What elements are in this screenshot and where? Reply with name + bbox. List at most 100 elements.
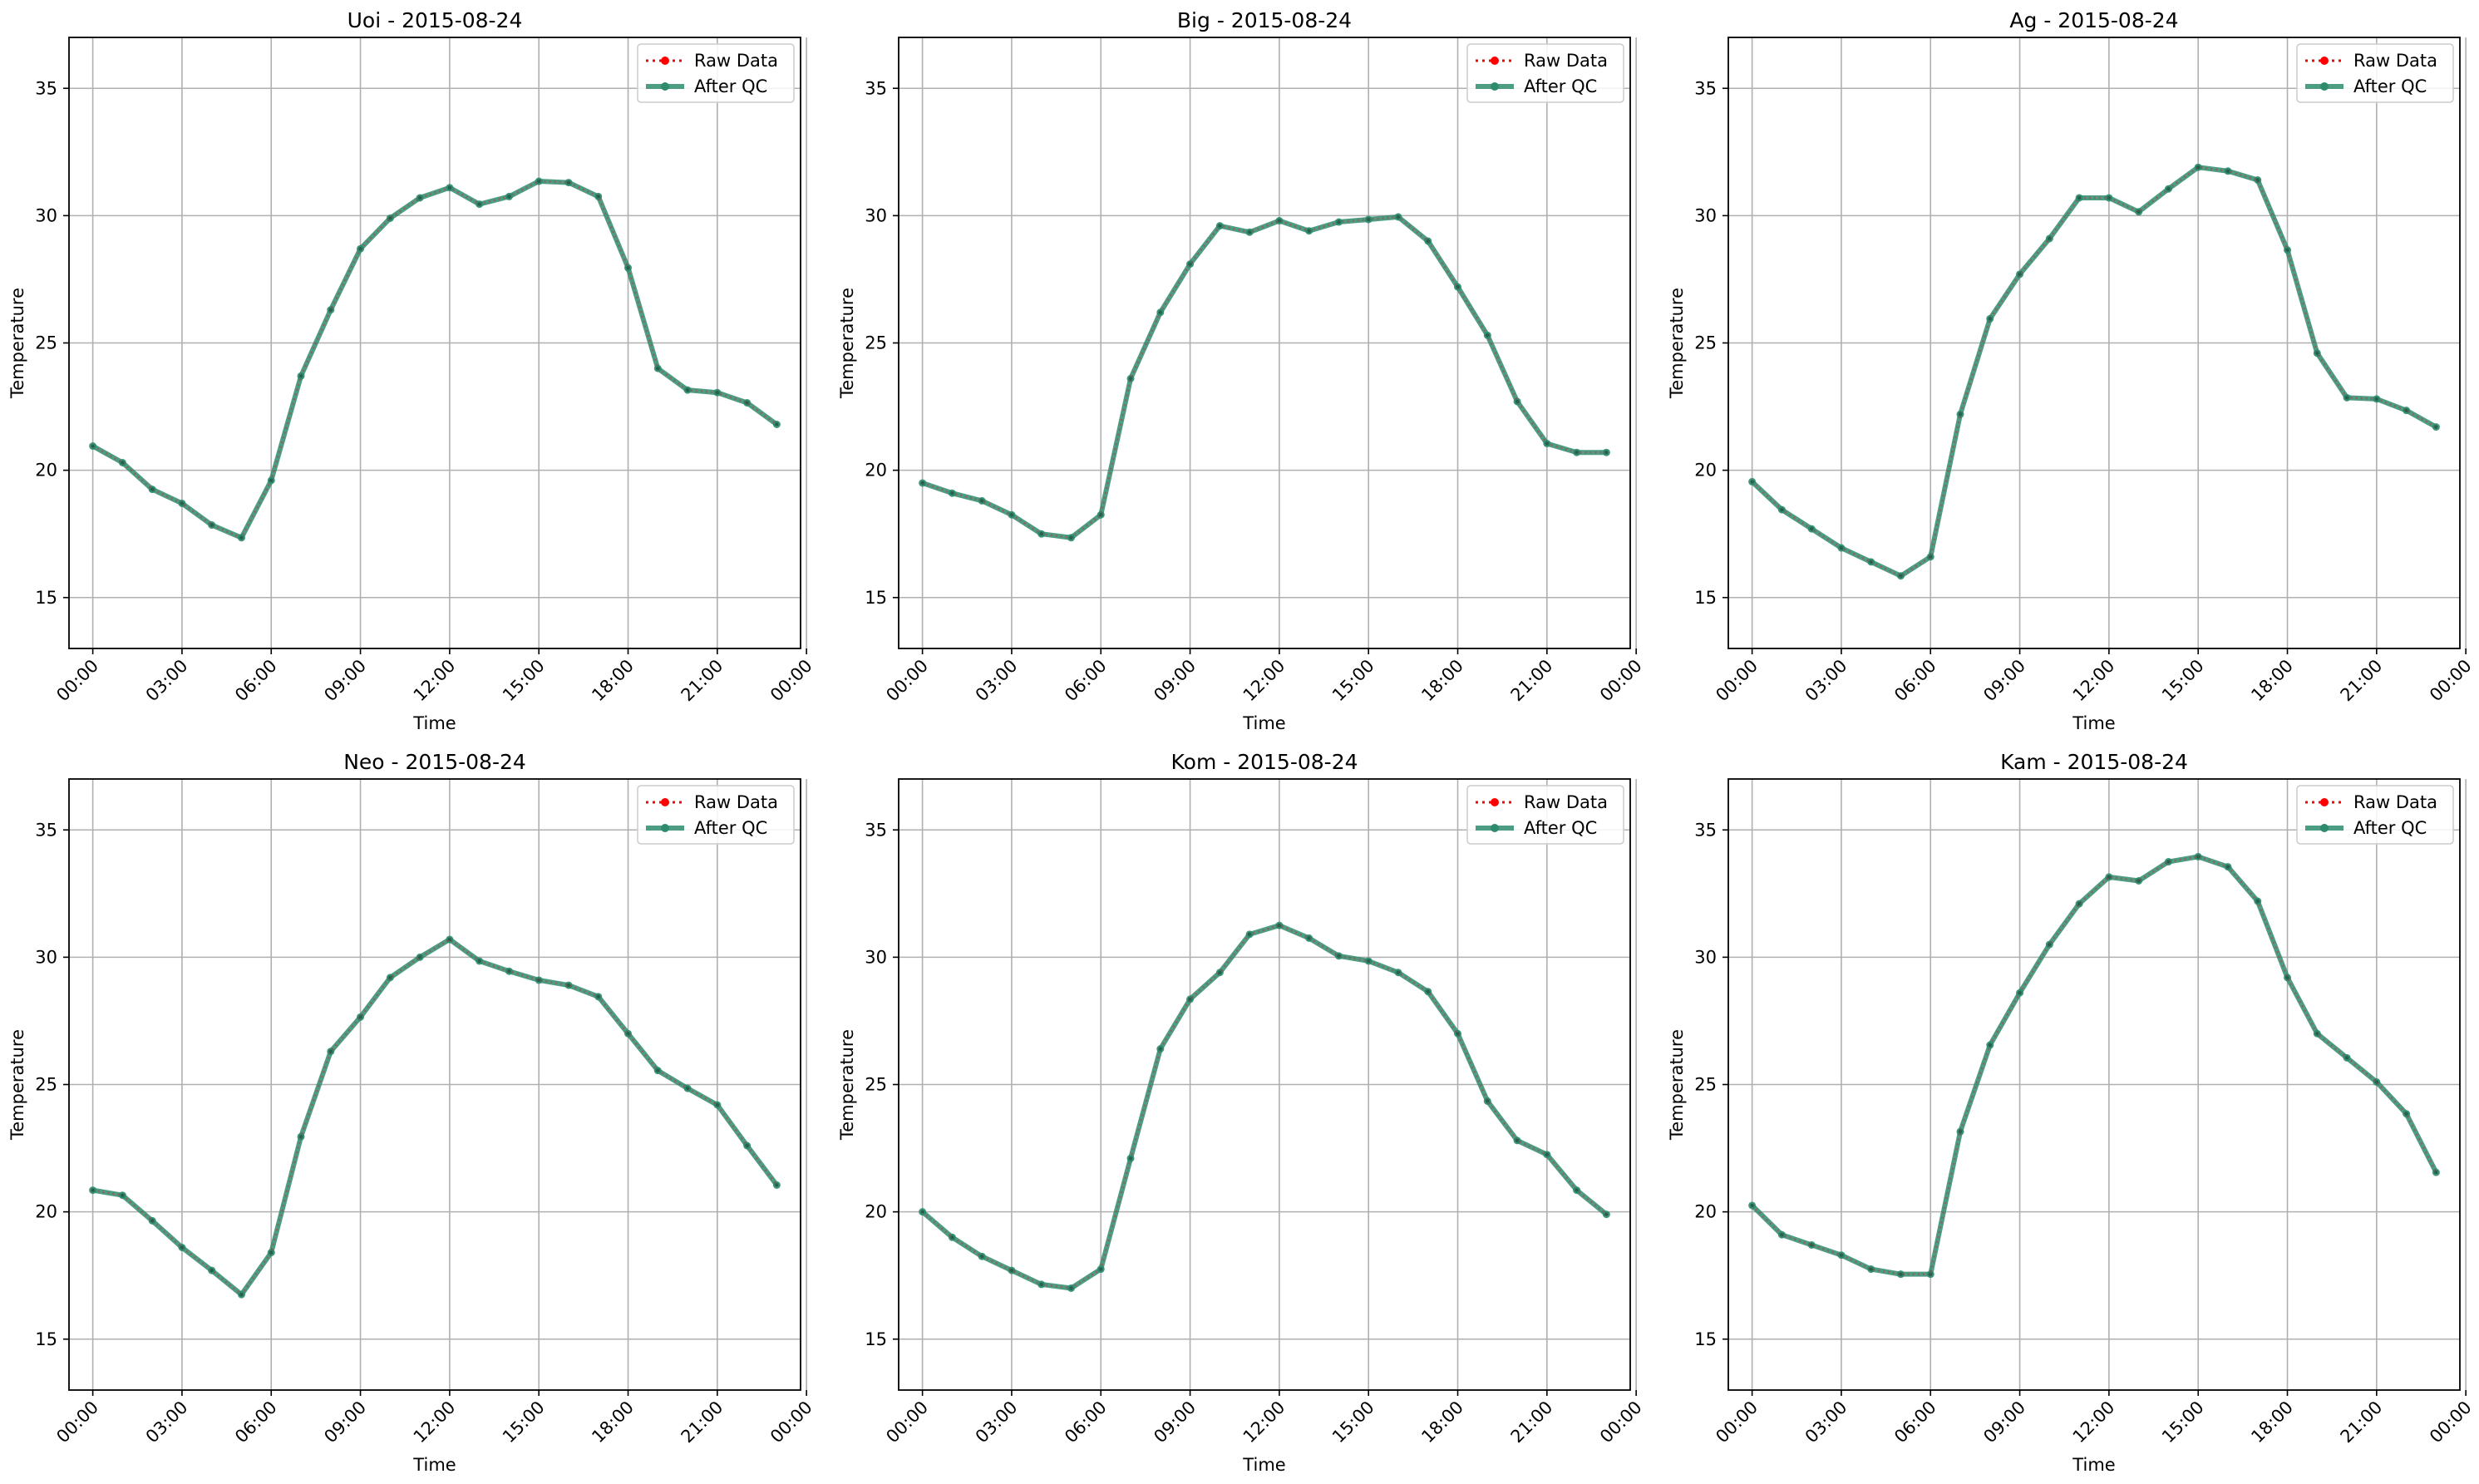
subplot: 15 20 25 30 35 00:00 03:00 06:00 09:00 12:00 15:00… (837, 8, 1646, 733)
point-raw-data (1426, 989, 1430, 993)
point-raw-data (2285, 975, 2289, 980)
point-raw-data (358, 1015, 362, 1019)
point-raw-data (417, 955, 422, 959)
point-raw-data (950, 491, 954, 495)
point-raw-data (596, 994, 600, 999)
point-raw-data (566, 983, 571, 988)
point-raw-data (121, 1193, 125, 1197)
point-raw-data (1099, 513, 1103, 517)
point-raw-data (91, 444, 95, 448)
point-raw-data (388, 216, 392, 220)
point-raw-data (1396, 970, 1401, 974)
y-tick-label: 20 (865, 461, 887, 481)
x-tick-label: 03:00 (142, 656, 192, 706)
series-line-after-qc (92, 936, 779, 1298)
point-raw-data (2018, 991, 2022, 995)
x-tick-label: 00:00 (1712, 1398, 1762, 1447)
y-tick-label: 30 (865, 947, 887, 967)
x-tick-label: 18:00 (1417, 1398, 1467, 1447)
point-raw-data (1337, 219, 1341, 224)
legend-marker-after-qc (1491, 824, 1499, 832)
x-tick-label: 21:00 (678, 1398, 727, 1447)
point-raw-data (1218, 970, 1222, 974)
legend: Raw Data After QC (637, 785, 795, 845)
x-tick-label: 15:00 (2158, 1398, 2208, 1447)
point-raw-data (328, 1049, 333, 1053)
legend-label-raw-data: Raw Data (1524, 51, 1608, 71)
legend-label-raw-data: Raw Data (1524, 792, 1608, 812)
y-tick-label: 25 (865, 1075, 887, 1095)
x-tick-label: 06:00 (231, 1398, 281, 1447)
point-raw-data (1604, 1212, 1609, 1216)
series-line-raw-data (921, 924, 1608, 1289)
x-tick-label: 00:00 (766, 1398, 816, 1447)
point-raw-data (979, 1255, 984, 1259)
point-raw-data (1988, 1043, 1992, 1048)
point-raw-data (1009, 1268, 1014, 1273)
legend-label-after-qc: After QC (2353, 818, 2427, 838)
x-tick-label: 09:00 (320, 1398, 370, 1447)
point-raw-data (715, 391, 720, 395)
point-raw-data (1307, 936, 1311, 940)
legend: Raw Data After QC (2296, 785, 2454, 845)
point-raw-data (685, 387, 690, 392)
point-raw-data (1426, 239, 1430, 244)
point-raw-data (2077, 195, 2082, 200)
chart-title: Big - 2015-08-24 (1177, 8, 1352, 32)
x-tick-label: 00:00 (766, 656, 816, 706)
point-raw-data (1188, 262, 1192, 266)
point-raw-data (1069, 535, 1073, 540)
plot-frame (898, 778, 1631, 1391)
point-raw-data (1367, 959, 1371, 964)
legend-label-after-qc: After QC (1524, 76, 1597, 96)
point-raw-data (477, 959, 481, 964)
x-tick-label: 00:00 (1596, 656, 1646, 706)
y-tick-label: 35 (1694, 820, 1717, 840)
point-raw-data (2225, 169, 2230, 173)
x-tick-label: 03:00 (1801, 656, 1851, 706)
x-tick-label: 00:00 (52, 1398, 102, 1447)
point-raw-data (2434, 425, 2438, 429)
point-raw-data (477, 202, 481, 206)
point-raw-data (447, 937, 452, 942)
point-raw-data (1869, 1267, 1873, 1271)
point-raw-data (1396, 214, 1401, 219)
point-raw-data (2048, 236, 2052, 241)
y-tick-label: 30 (1694, 947, 1717, 967)
point-raw-data (1247, 230, 1252, 234)
point-raw-data (239, 1292, 244, 1297)
plot-frame (68, 778, 801, 1391)
point-raw-data (979, 499, 984, 503)
point-raw-data (1128, 377, 1133, 381)
x-tick-label: 21:00 (2337, 656, 2387, 706)
legend-marker-after-qc (661, 82, 669, 91)
point-raw-data (685, 1086, 690, 1091)
plot-frame (1727, 778, 2461, 1391)
y-tick-label: 35 (865, 820, 887, 840)
subplot: 15 20 25 30 35 00:00 03:00 06:00 09:00 12:00 15:00… (7, 750, 816, 1475)
y-tick-label: 25 (1694, 333, 1717, 353)
x-tick-label: 06:00 (1890, 656, 1940, 706)
legend-label-raw-data: Raw Data (2353, 792, 2437, 812)
x-tick-label: 15:00 (2158, 656, 2208, 706)
y-tick-label: 20 (1694, 1202, 1717, 1222)
y-tick-label: 20 (1694, 461, 1717, 481)
point-raw-data (1575, 450, 1579, 455)
legend-label-raw-data: Raw Data (2353, 51, 2437, 71)
point-raw-data (2285, 248, 2289, 252)
x-tick-label: 00:00 (2426, 1398, 2476, 1447)
x-tick-label: 12:00 (2069, 656, 2119, 706)
point-raw-data (1009, 513, 1014, 517)
legend-marker-raw-data (661, 57, 669, 65)
y-axis-label: Temperature (837, 288, 857, 399)
x-tick-label: 06:00 (1061, 1398, 1111, 1447)
point-raw-data (775, 422, 779, 426)
legend-marker-after-qc (661, 824, 669, 832)
y-axis-label: Temperature (1667, 1029, 1687, 1141)
x-tick-label: 00:00 (1712, 656, 1762, 706)
point-raw-data (388, 975, 392, 980)
point-raw-data (1039, 531, 1043, 536)
point-raw-data (1545, 1152, 1550, 1156)
point-raw-data (2255, 178, 2260, 182)
x-tick-label: 09:00 (1150, 656, 1200, 706)
